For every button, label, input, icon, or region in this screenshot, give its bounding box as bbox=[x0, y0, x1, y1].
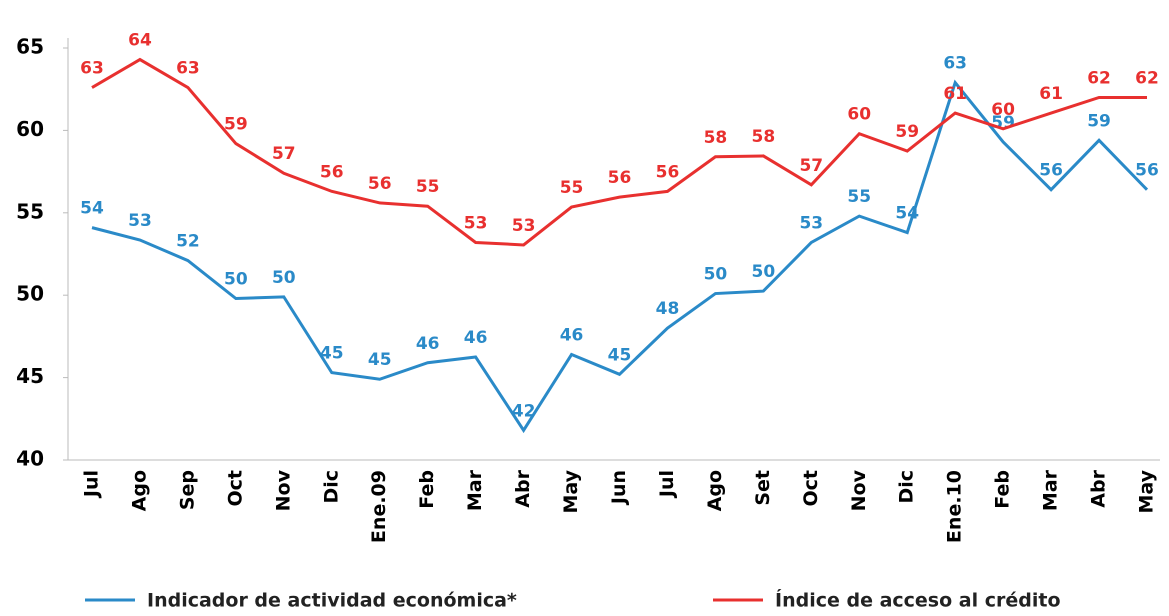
data-label: 62 bbox=[1087, 68, 1111, 88]
legend-label: Índice de acceso al crédito bbox=[775, 589, 1061, 612]
x-tick-label: Nov bbox=[272, 469, 294, 511]
y-tick-label: 45 bbox=[16, 364, 44, 388]
x-tick-label: Mar bbox=[1040, 469, 1062, 511]
y-tick-label: 40 bbox=[16, 447, 44, 471]
x-tick-label: Dic bbox=[320, 470, 342, 504]
data-label: 58 bbox=[752, 127, 776, 147]
data-label: 45 bbox=[320, 344, 344, 364]
x-tick-label: Ene.10 bbox=[944, 470, 966, 543]
data-label: 53 bbox=[464, 213, 488, 233]
data-label: 62 bbox=[1135, 68, 1159, 88]
data-label: 48 bbox=[656, 299, 680, 319]
data-label: 50 bbox=[272, 268, 296, 288]
data-label: 42 bbox=[512, 401, 536, 421]
data-label: 60 bbox=[847, 105, 871, 125]
data-label: 59 bbox=[895, 122, 919, 142]
data-label: 50 bbox=[704, 265, 728, 285]
x-tick-label: Dic bbox=[896, 470, 918, 504]
data-label: 46 bbox=[464, 328, 488, 348]
data-label: 46 bbox=[560, 326, 584, 346]
x-tick-label: Abr bbox=[512, 469, 534, 507]
x-tick-label: Jun bbox=[608, 470, 630, 506]
data-label: 56 bbox=[1039, 161, 1063, 181]
x-tick-label: Ago bbox=[128, 470, 150, 511]
data-label: 56 bbox=[1135, 161, 1159, 181]
x-tick-label: Oct bbox=[224, 470, 246, 507]
data-label: 59 bbox=[224, 115, 248, 135]
y-tick-label: 60 bbox=[16, 117, 44, 141]
data-label: 63 bbox=[80, 59, 104, 79]
x-tick-label: Ago bbox=[704, 470, 726, 511]
y-tick-label: 50 bbox=[16, 282, 44, 306]
data-label: 63 bbox=[943, 54, 967, 74]
data-label: 56 bbox=[368, 174, 392, 194]
x-tick-label: Oct bbox=[800, 470, 822, 507]
data-label: 45 bbox=[608, 345, 632, 365]
data-label: 61 bbox=[1039, 84, 1063, 104]
data-label: 64 bbox=[128, 31, 152, 51]
x-tick-label: Feb bbox=[416, 470, 438, 509]
data-label: 57 bbox=[799, 156, 823, 176]
series-line bbox=[91, 79, 1149, 434]
data-label: 59 bbox=[1087, 111, 1111, 131]
data-label: 55 bbox=[847, 187, 871, 207]
x-tick-label: Jul bbox=[656, 470, 678, 499]
data-label: 53 bbox=[128, 211, 152, 231]
data-label: 54 bbox=[80, 199, 104, 219]
data-label: 53 bbox=[799, 213, 823, 233]
data-label: 53 bbox=[512, 216, 536, 236]
y-tick-label: 65 bbox=[16, 35, 44, 59]
series-line bbox=[91, 57, 1147, 247]
x-tick-label: Nov bbox=[848, 469, 870, 511]
y-tick-label: 55 bbox=[16, 199, 44, 223]
data-label: 56 bbox=[608, 168, 632, 188]
data-label: 52 bbox=[176, 232, 200, 252]
data-label: 55 bbox=[416, 177, 440, 197]
data-label: 45 bbox=[368, 350, 392, 370]
x-tick-label: Abr bbox=[1088, 469, 1110, 507]
data-label: 60 bbox=[991, 100, 1015, 120]
data-label: 55 bbox=[560, 178, 584, 198]
x-tick-label: Jul bbox=[81, 470, 103, 499]
data-label: 56 bbox=[656, 162, 680, 182]
x-tick-label: May bbox=[1136, 469, 1158, 513]
data-label: 54 bbox=[895, 204, 919, 224]
data-label: 57 bbox=[272, 144, 296, 164]
data-label: 50 bbox=[224, 269, 248, 289]
data-label: 63 bbox=[176, 59, 200, 79]
legend-label: Indicador de actividad económica* bbox=[147, 590, 517, 612]
x-tick-label: Set bbox=[752, 470, 774, 506]
x-tick-label: Sep bbox=[176, 470, 198, 510]
x-tick-label: Mar bbox=[464, 469, 486, 511]
data-label: 61 bbox=[943, 84, 967, 104]
data-label: 46 bbox=[416, 334, 440, 354]
x-tick-label: Feb bbox=[992, 470, 1014, 509]
x-tick-label: Ene.09 bbox=[368, 470, 390, 543]
data-label: 56 bbox=[320, 162, 344, 182]
x-tick-label: May bbox=[560, 469, 582, 513]
data-label: 58 bbox=[704, 128, 728, 148]
data-label: 50 bbox=[752, 262, 776, 282]
